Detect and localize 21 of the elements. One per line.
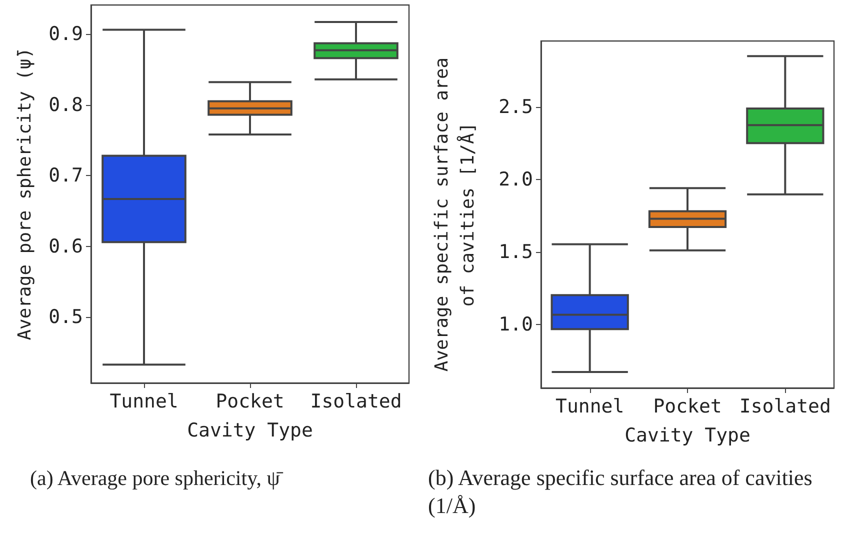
y-tick-label: 0.6	[48, 235, 83, 258]
y-tick-label: 0.8	[48, 94, 83, 116]
x-axis-title: Cavity Type	[624, 424, 750, 446]
y-tick-label: 2.0	[498, 168, 533, 190]
x-tick-label: Tunnel	[556, 396, 624, 418]
x-tick-label: Pocket	[653, 396, 722, 418]
y-tick-label: 0.5	[48, 306, 83, 328]
x-tick-label: Isolated	[739, 396, 831, 418]
y-tick-label: 1.0	[498, 313, 533, 336]
y-axis-title: Average specific surface area of cavities [1/Å]	[432, 57, 478, 372]
x-tick-label: Tunnel	[110, 390, 178, 412]
x-tick-label: Pocket	[216, 390, 284, 412]
y-axis-title: Average pore sphericity (ψ̄)	[14, 48, 36, 340]
x-tick-label: Isolated	[310, 390, 402, 412]
x-axis-title: Cavity Type	[187, 420, 313, 442]
text: (b) Average specific surface area of cavities (1/Å)	[428, 464, 814, 520]
text: (a) Average pore sphericity, ψ̄	[30, 465, 284, 492]
y-tick-label: 2.5	[498, 96, 533, 118]
y-tick-label: 1.5	[498, 240, 533, 263]
y-tick-label: 0.7	[48, 164, 83, 187]
y-tick-label: 0.9	[48, 23, 83, 46]
